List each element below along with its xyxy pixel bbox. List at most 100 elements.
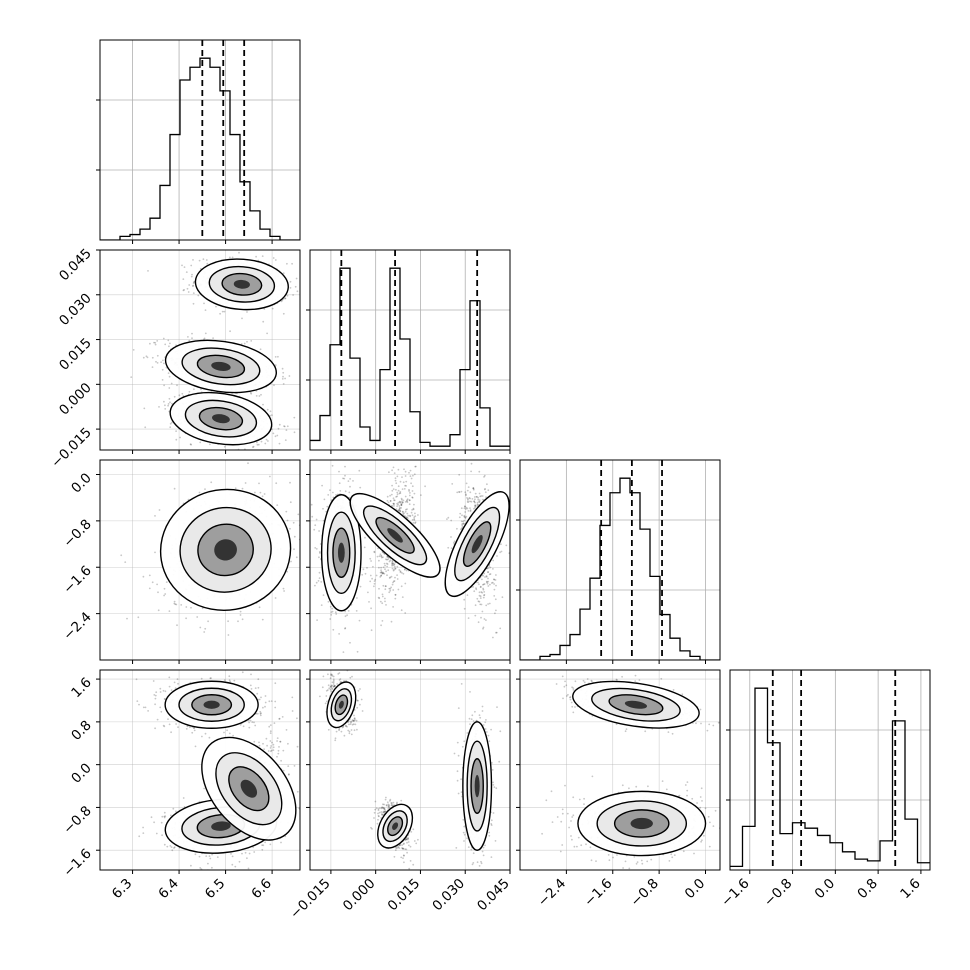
scatter-point	[458, 491, 461, 493]
scatter-point	[243, 342, 246, 345]
scatter-point	[186, 287, 189, 290]
scatter-point	[249, 719, 252, 722]
scatter-point	[402, 511, 404, 513]
scatter-point	[266, 408, 269, 411]
scatter-point	[199, 626, 202, 629]
scatter-point	[461, 527, 463, 529]
scatter-point	[196, 616, 199, 618]
scatter-point	[306, 298, 308, 300]
scatter-point	[469, 500, 471, 503]
scatter-point	[401, 596, 404, 598]
scatter-point	[480, 591, 483, 593]
scatter-point	[405, 569, 408, 572]
histogram-panel-1	[306, 249, 511, 454]
scatter-point	[204, 488, 206, 490]
scatter-point	[206, 262, 209, 265]
scatter-point	[405, 485, 407, 487]
scatter-point	[478, 500, 480, 503]
scatter-point	[464, 511, 467, 513]
scatter-point	[155, 360, 157, 363]
scatter-point	[399, 491, 402, 493]
scatter-point	[168, 375, 171, 378]
scatter-point	[162, 724, 165, 727]
scatter-point	[335, 494, 337, 496]
scatter-point	[369, 557, 372, 560]
scatter-point	[501, 596, 504, 599]
scatter-point	[379, 600, 382, 603]
scatter-point	[477, 498, 480, 501]
scatter-point	[293, 548, 295, 551]
scatter-point	[286, 519, 289, 522]
scatter-point	[407, 514, 410, 517]
scatter-point	[399, 570, 402, 573]
scatter-point	[382, 571, 384, 574]
scatter-point	[173, 395, 176, 398]
density-contour	[337, 542, 345, 563]
scatter-point	[393, 472, 396, 474]
scatter-point	[494, 579, 497, 581]
scatter-point	[483, 594, 485, 597]
scatter-point	[495, 574, 497, 576]
scatter-point	[505, 544, 508, 547]
scatter-point	[388, 577, 391, 579]
scatter-point	[304, 500, 306, 502]
scatter-point	[361, 573, 364, 576]
scatter-point	[171, 421, 173, 424]
scatter-point	[283, 425, 286, 428]
scatter-point	[146, 356, 149, 359]
scatter-point	[479, 603, 482, 606]
scatter-point	[460, 520, 463, 523]
scatter-point	[319, 552, 321, 554]
scatter-point	[377, 596, 380, 599]
scatter-point	[318, 551, 321, 553]
scatter-point	[401, 498, 403, 501]
scatter-point	[355, 610, 358, 612]
scatter-point	[292, 521, 295, 524]
scatter-point	[477, 581, 479, 584]
scatter-point	[269, 475, 271, 478]
scatter-point	[478, 594, 481, 597]
scatter-point	[482, 626, 485, 629]
scatter-point	[396, 505, 398, 507]
scatter-point	[413, 473, 416, 476]
scatter-point	[391, 567, 394, 570]
scatter-point	[330, 614, 333, 616]
scatter-point	[372, 565, 374, 568]
scatter-point	[176, 678, 179, 681]
scatter-point	[380, 569, 382, 572]
scatter-point	[483, 618, 486, 620]
scatter-point	[394, 477, 397, 480]
scatter-point	[189, 443, 192, 446]
scatter-point	[408, 471, 410, 474]
scatter-point	[137, 616, 140, 619]
scatter-point	[461, 514, 463, 517]
scatter-point	[393, 503, 395, 505]
scatter-point	[308, 579, 310, 581]
scatter-point	[311, 291, 313, 293]
scatter-point	[495, 631, 497, 634]
scatter-point	[320, 604, 323, 606]
scatter-point	[393, 499, 395, 501]
scatter-cloud	[135, 671, 300, 870]
scatter-point	[401, 572, 403, 574]
scatter-point	[475, 455, 477, 457]
scatter-point	[381, 620, 384, 622]
scatter-point	[380, 554, 383, 557]
scatter-point	[175, 603, 178, 606]
scatter-point	[393, 568, 395, 571]
scatter-point	[130, 376, 133, 378]
scatter-point	[383, 562, 386, 565]
scatter-point	[465, 506, 468, 509]
scatter-point	[412, 508, 415, 511]
scatter-point	[408, 488, 410, 491]
scatter-point	[192, 292, 195, 294]
scatter-point	[296, 290, 299, 293]
scatter-point	[320, 581, 323, 583]
scatter-point	[391, 484, 393, 487]
scatter-point	[382, 556, 384, 559]
scatter-point	[257, 453, 259, 455]
scatter-point	[392, 589, 395, 591]
scatter-point	[318, 530, 320, 532]
scatter-point	[255, 395, 258, 397]
